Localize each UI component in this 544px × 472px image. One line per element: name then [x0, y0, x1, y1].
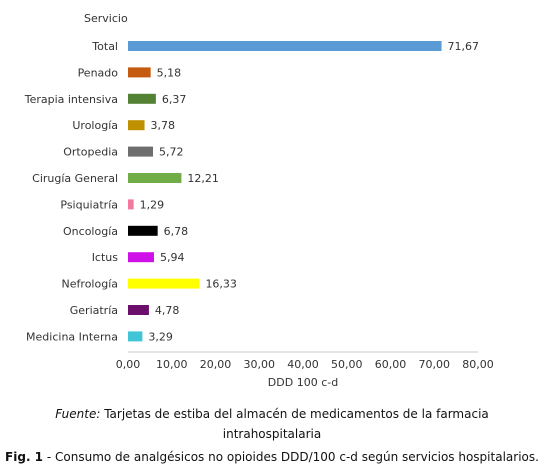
category-axis-title: Servicio — [84, 12, 128, 25]
data-label: 5,72 — [159, 146, 184, 159]
x-tick-label: 10,00 — [156, 358, 188, 371]
bar — [128, 199, 134, 210]
bar — [128, 173, 182, 183]
data-label: 3,29 — [148, 330, 173, 343]
category-label: Penado — [78, 66, 119, 79]
x-tick-label: 50,00 — [331, 358, 363, 371]
x-tick-label: 20,00 — [200, 358, 232, 371]
category-label: Medicina Interna — [26, 330, 118, 343]
data-label: 5,94 — [160, 251, 185, 264]
x-tick-labels: 0,00 10,00 20,00 30,00 40,00 50,00 60,00 70,00 8… — [116, 358, 494, 371]
data-label: 3,78 — [151, 119, 176, 132]
category-label: Ictus — [92, 251, 119, 264]
source-line-2: intrahospitalaria — [222, 427, 322, 441]
category-label: Total — [91, 40, 118, 53]
data-label: 6,78 — [164, 225, 189, 238]
bar — [128, 41, 442, 51]
category-label: Cirugía General — [32, 172, 118, 185]
data-label: 4,78 — [155, 304, 180, 317]
category-label: Psiquiatría — [60, 198, 118, 211]
category-label: Urología — [72, 119, 118, 132]
x-tick-label: 40,00 — [287, 358, 319, 371]
category-label: Geriatría — [70, 304, 118, 317]
bar — [128, 146, 154, 157]
category-label: Nefrología — [62, 278, 118, 291]
data-label: 71,67 — [448, 40, 480, 53]
category-label: Terapia intensiva — [24, 93, 118, 106]
x-tick-label: 70,00 — [419, 358, 451, 371]
bar — [128, 225, 158, 236]
category-label: Oncología — [63, 225, 118, 238]
bar — [128, 252, 154, 263]
bar — [128, 331, 143, 342]
bar — [128, 120, 145, 131]
caption-text: - Consumo de analgésicos no opioides DDD… — [46, 450, 539, 464]
data-label: 12,21 — [187, 172, 219, 185]
data-label: 6,37 — [162, 93, 187, 106]
bar — [128, 305, 149, 315]
x-tick-label: 80,00 — [462, 358, 494, 371]
source-note: Fuente: Tarjetas de estiba del almacén d… — [0, 404, 544, 444]
bars-layer: Total 71,67 Penado 5,18 Terapia intensiva 6,3… — [24, 40, 479, 343]
bar — [128, 278, 200, 289]
data-label: 1,29 — [140, 198, 165, 211]
category-label: Ortopedia — [63, 146, 118, 159]
source-prefix: Fuente: — [55, 407, 101, 421]
bar-chart: Servicio Total 71,67 Penado 5,18 Terapia int… — [24, 12, 494, 389]
bar — [128, 67, 151, 78]
source-line-1: Tarjetas de estiba del almacén de medica… — [104, 407, 489, 421]
bar — [128, 93, 156, 104]
figure-caption: Fig. 1 - Consumo de analgésicos no opioi… — [0, 450, 544, 464]
x-axis-title: DDD 100 c-d — [268, 376, 338, 389]
data-label: 16,33 — [205, 278, 237, 291]
x-tick-label: 0,00 — [116, 358, 141, 371]
caption-label: Fig. 1 — [5, 450, 44, 464]
data-label: 5,18 — [157, 66, 182, 79]
x-tick-label: 60,00 — [375, 358, 407, 371]
x-tick-label: 30,00 — [244, 358, 276, 371]
